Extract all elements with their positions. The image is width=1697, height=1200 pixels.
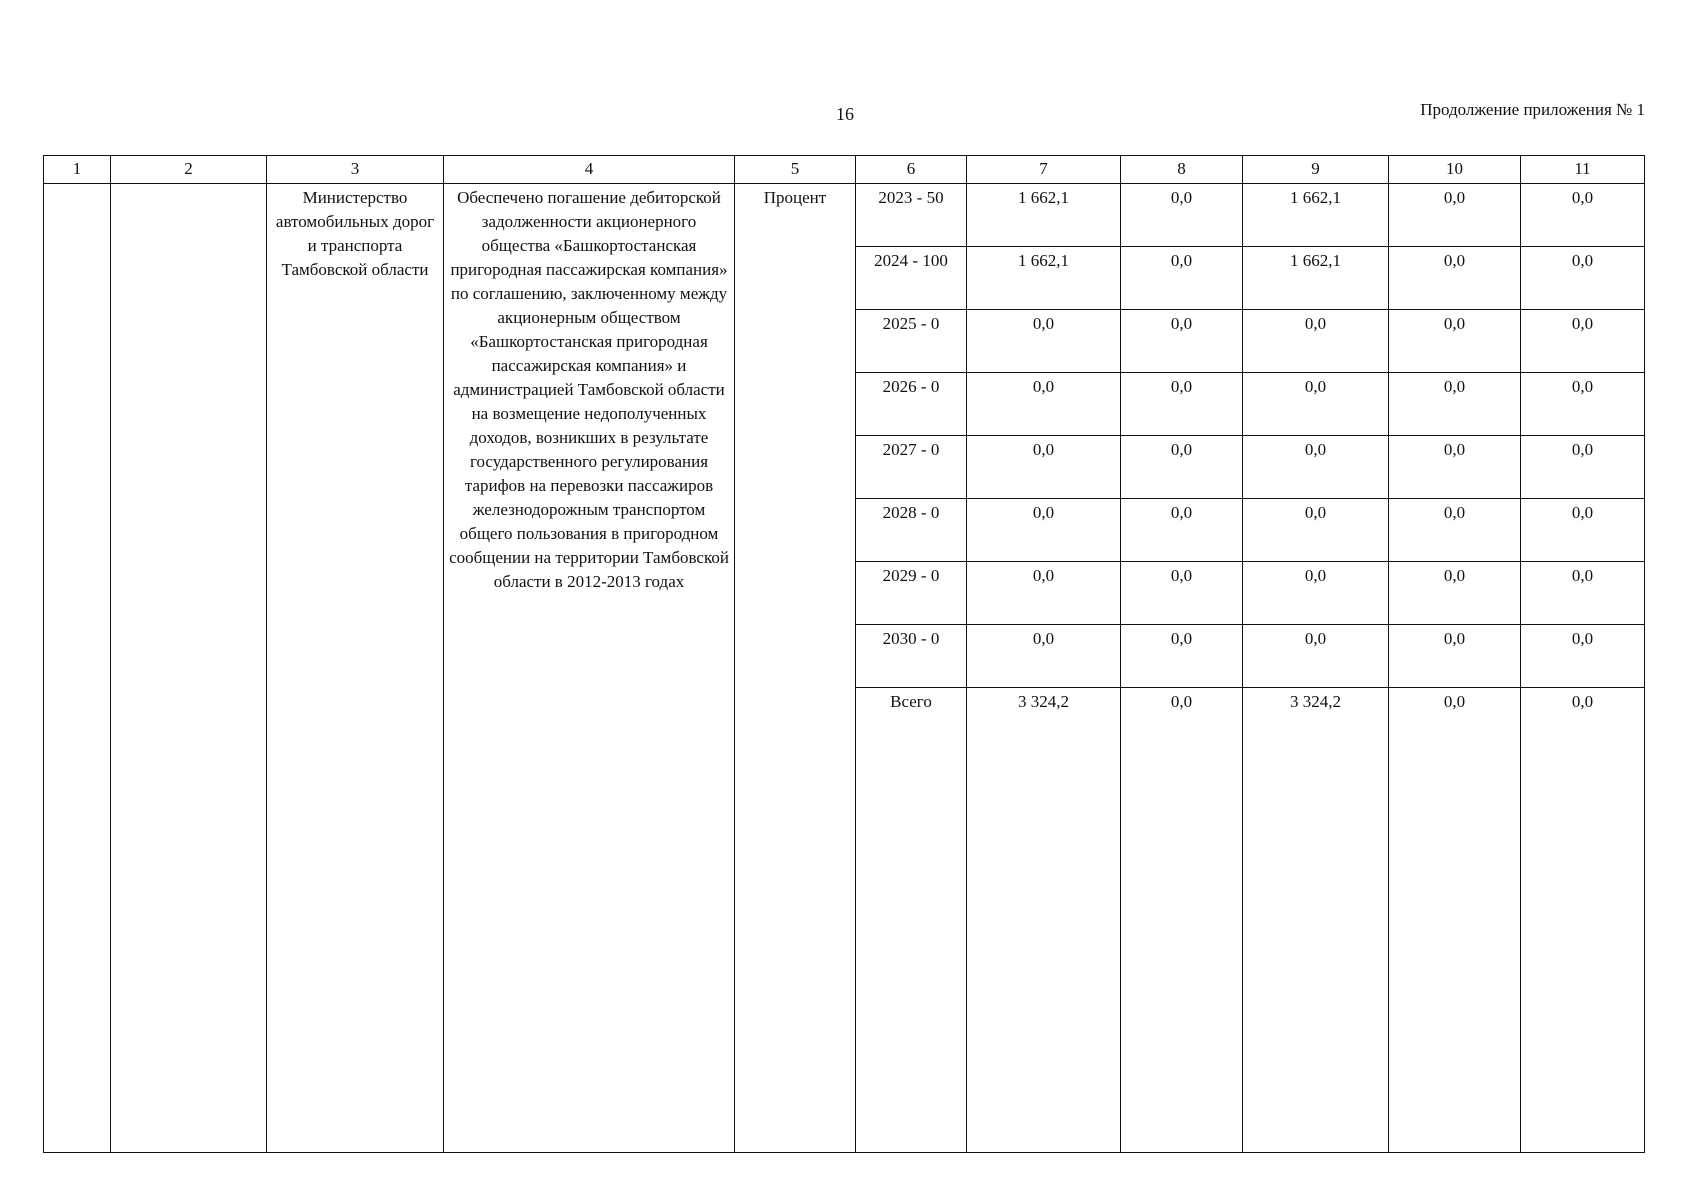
value-cell: 0,0	[1520, 624, 1645, 688]
value-cell: 1 662,1	[1242, 183, 1389, 247]
column-header: 6	[855, 155, 967, 184]
value-cell: 0,0	[1388, 183, 1521, 247]
value-cell: 0,0	[1388, 372, 1521, 436]
column-header: 4	[443, 155, 735, 184]
year-target-cell: 2025 - 0	[855, 309, 967, 373]
value-cell: 0,0	[966, 372, 1121, 436]
year-row: 2030 - 0 0,0 0,0 0,0 0,0 0,0	[44, 624, 1645, 688]
column-header: 3	[266, 155, 444, 184]
value-cell: 0,0	[1520, 309, 1645, 373]
year-target-cell: 2027 - 0	[855, 435, 967, 499]
value-cell: 0,0	[1242, 435, 1389, 499]
appendix-label: Продолжение приложения № 1	[1420, 100, 1645, 119]
column-header: 5	[734, 155, 856, 184]
value-cell: 1 662,1	[966, 183, 1121, 247]
data-table: 1 2 3 4 5 6 7 8 9 10 11 Министерство автомобильных…	[43, 155, 1645, 1153]
value-cell: 0,0	[966, 561, 1121, 625]
value-cell: 0,0	[1388, 687, 1521, 1153]
value-cell: 0,0	[966, 624, 1121, 688]
value-cell: 0,0	[1520, 435, 1645, 499]
value-cell: 0,0	[1388, 309, 1521, 373]
value-cell: 0,0	[1120, 561, 1243, 625]
value-cell: 1 662,1	[1242, 246, 1389, 310]
value-cell: 0,0	[1520, 183, 1645, 247]
total-row: Всего 3 324,2 0,0 3 324,2 0,0 0,0	[44, 687, 1645, 1153]
column-header: 9	[1242, 155, 1389, 184]
value-cell: 0,0	[1120, 246, 1243, 310]
value-cell: 0,0	[1242, 309, 1389, 373]
value-cell: 0,0	[1520, 561, 1645, 625]
value-cell: 0,0	[1120, 183, 1243, 247]
value-cell: 0,0	[966, 498, 1121, 562]
result-cell: Обеспечено погашение дебиторской задолже…	[443, 183, 735, 1153]
value-cell: 0,0	[1242, 561, 1389, 625]
year-row: 2028 - 0 0,0 0,0 0,0 0,0 0,0	[44, 498, 1645, 562]
value-cell: 0,0	[1242, 372, 1389, 436]
value-cell: 0,0	[1120, 435, 1243, 499]
year-target-cell: 2026 - 0	[855, 372, 967, 436]
year-row: 2025 - 0 0,0 0,0 0,0 0,0 0,0	[44, 309, 1645, 373]
value-cell: 0,0	[1388, 624, 1521, 688]
year-row: 2027 - 0 0,0 0,0 0,0 0,0 0,0	[44, 435, 1645, 499]
value-cell: 0,0	[1242, 498, 1389, 562]
value-cell: 0,0	[1120, 372, 1243, 436]
value-cell: 0,0	[1120, 498, 1243, 562]
year-row: 2026 - 0 0,0 0,0 0,0 0,0 0,0	[44, 372, 1645, 436]
value-cell: 0,0	[1520, 246, 1645, 310]
col2-cell	[110, 183, 267, 1153]
column-header: 1	[43, 155, 111, 184]
year-target-cell: 2029 - 0	[855, 561, 967, 625]
value-cell: 0,0	[1120, 624, 1243, 688]
value-cell: 3 324,2	[966, 687, 1121, 1153]
value-cell: 0,0	[1120, 309, 1243, 373]
value-cell: 0,0	[1120, 687, 1243, 1153]
value-cell: 0,0	[1388, 561, 1521, 625]
col1-cell	[43, 183, 111, 1153]
value-cell: 0,0	[966, 309, 1121, 373]
value-cell: 0,0	[1388, 246, 1521, 310]
value-cell: 0,0	[966, 435, 1121, 499]
value-cell: 0,0	[1520, 687, 1645, 1153]
year-target-cell: 2023 - 50	[855, 183, 967, 247]
year-target-cell: 2030 - 0	[855, 624, 967, 688]
value-cell: 1 662,1	[966, 246, 1121, 310]
year-row: Министерство автомобильных дорог и транс…	[43, 183, 1645, 1153]
value-cell: 0,0	[1388, 498, 1521, 562]
header-row: 1 2 3 4 5 6 7 8 9 10 11	[43, 155, 1645, 184]
page-number: 16	[836, 104, 854, 124]
value-cell: 0,0	[1520, 498, 1645, 562]
column-header: 7	[966, 155, 1121, 184]
year-target-cell: 2024 - 100	[855, 246, 967, 310]
year-row: 2024 - 100 1 662,1 0,0 1 662,1 0,0 0,0	[44, 246, 1645, 310]
column-header: 8	[1120, 155, 1243, 184]
value-cell: 0,0	[1388, 435, 1521, 499]
executor-cell: Министерство автомобильных дорог и транс…	[266, 183, 444, 1153]
year-row: 2029 - 0 0,0 0,0 0,0 0,0 0,0	[44, 561, 1645, 625]
year-target-cell: Всего	[855, 687, 967, 1153]
unit-cell: Процент	[734, 183, 856, 1153]
value-cell: 0,0	[1242, 624, 1389, 688]
column-header: 11	[1520, 155, 1645, 184]
column-header: 2	[110, 155, 267, 184]
column-header: 10	[1388, 155, 1521, 184]
year-target-cell: 2028 - 0	[855, 498, 967, 562]
value-cell: 3 324,2	[1242, 687, 1389, 1153]
value-cell: 0,0	[1520, 372, 1645, 436]
